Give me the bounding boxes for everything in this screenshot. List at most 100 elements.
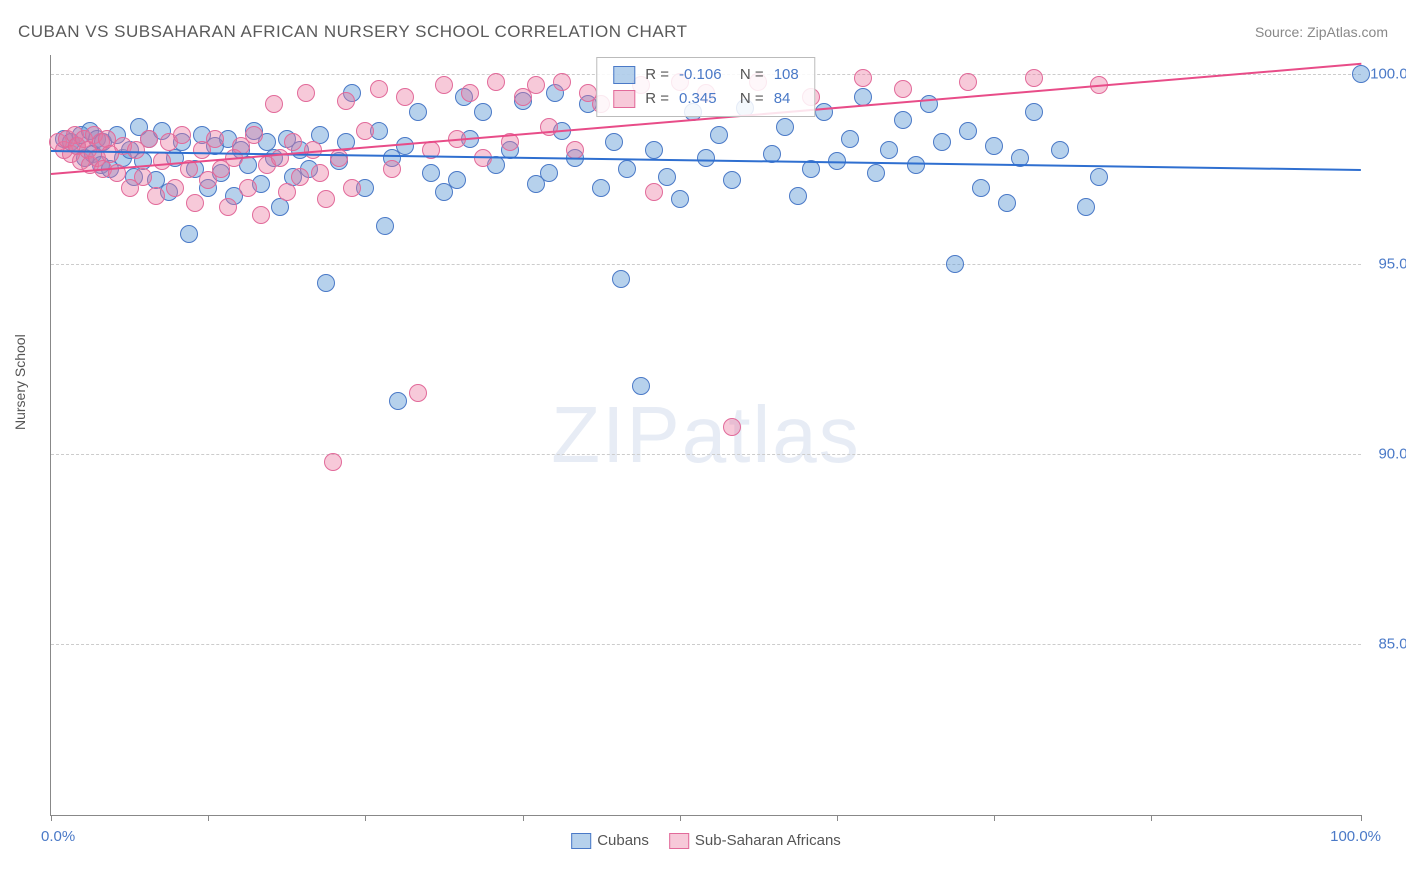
legend-swatch [571,833,591,849]
data-point [605,133,623,151]
data-point [1025,69,1043,87]
x-tick-mark [1361,815,1362,821]
y-tick-label: 85.0% [1366,636,1406,653]
watermark-zip: ZIP [551,390,681,479]
data-point [998,194,1016,212]
data-point [389,392,407,410]
data-point [291,168,309,186]
data-point [140,130,158,148]
data-point [356,122,374,140]
y-tick-label: 95.0% [1366,256,1406,273]
watermark-atlas: atlas [682,390,861,479]
data-point [278,183,296,201]
data-point [147,187,165,205]
data-point [527,76,545,94]
x-tick-mark [365,815,366,821]
data-point [776,118,794,136]
data-point [1025,103,1043,121]
data-point [854,69,872,87]
data-point [1352,65,1370,83]
legend-label: Cubans [597,832,649,849]
data-point [409,384,427,402]
data-point [180,225,198,243]
watermark: ZIPatlas [551,389,860,481]
data-point [219,198,237,216]
data-point [645,141,663,159]
gridline [51,644,1361,645]
data-point [396,88,414,106]
data-point [317,190,335,208]
legend-n-value: 108 [770,64,803,86]
legend-r-label: R = [641,88,673,110]
data-point [252,206,270,224]
data-point [1077,198,1095,216]
data-point [723,171,741,189]
data-point [297,84,315,102]
data-point [265,95,283,113]
series-legend: Cubans Sub-Saharan Africans [571,832,841,849]
data-point [284,133,302,151]
data-point [337,92,355,110]
x-tick-mark [680,815,681,821]
data-point [867,164,885,182]
data-point [618,160,636,178]
source-credit: Source: ZipAtlas.com [1255,24,1388,40]
data-point [566,141,584,159]
data-point [553,73,571,91]
y-axis-label: Nursery School [12,334,28,430]
x-tick-mark [994,815,995,821]
data-point [880,141,898,159]
source-name: ZipAtlas.com [1307,24,1388,40]
legend-n-label: N = [728,88,768,110]
data-point [710,126,728,144]
legend-r-value: 0.345 [675,88,726,110]
data-point [245,126,263,144]
data-point [959,122,977,140]
data-point [612,270,630,288]
data-point [697,149,715,167]
data-point [841,130,859,148]
data-point [461,84,479,102]
data-point [376,217,394,235]
legend-n-value: 84 [770,88,803,110]
data-point [166,179,184,197]
data-point [474,103,492,121]
data-point [370,80,388,98]
data-point [972,179,990,197]
gridline [51,264,1361,265]
legend-r-value: -0.106 [675,64,726,86]
data-point [324,453,342,471]
x-tick-mark [837,815,838,821]
data-point [311,164,329,182]
data-point [186,194,204,212]
data-point [645,183,663,201]
data-point [658,168,676,186]
legend-item: Sub-Saharan Africans [669,832,841,849]
x-tick-mark [51,815,52,821]
data-point [985,137,1003,155]
chart-title: CUBAN VS SUBSAHARAN AFRICAN NURSERY SCHO… [18,22,688,42]
data-point [540,164,558,182]
data-point [815,103,833,121]
data-point [396,137,414,155]
data-point [409,103,427,121]
data-point [383,160,401,178]
data-point [206,130,224,148]
data-point [153,152,171,170]
data-point [271,149,289,167]
data-point [435,76,453,94]
data-point [907,156,925,174]
source-prefix: Source: [1255,24,1307,40]
data-point [632,377,650,395]
data-point [1090,168,1108,186]
data-point [317,274,335,292]
data-point [946,255,964,273]
data-point [894,80,912,98]
x-tick-mark [523,815,524,821]
gridline [51,454,1361,455]
data-point [239,179,257,197]
legend-label: Sub-Saharan Africans [695,832,841,849]
legend-swatch [613,66,635,84]
legend-n-label: N = [728,64,768,86]
data-point [789,187,807,205]
